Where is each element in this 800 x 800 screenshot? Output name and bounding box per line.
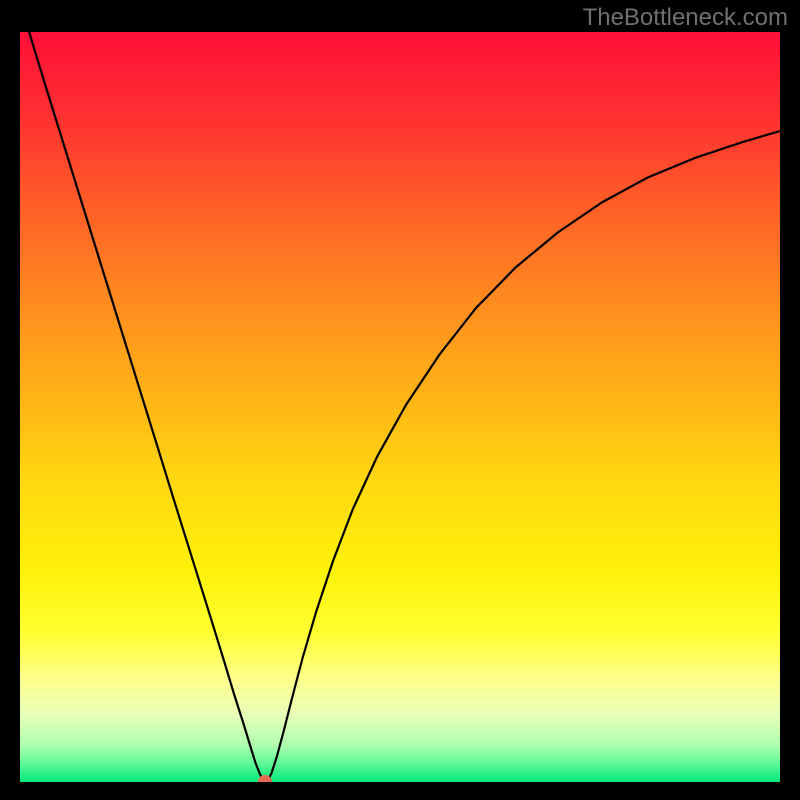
watermark-text: TheBottleneck.com — [583, 4, 788, 32]
gradient-background — [20, 32, 780, 782]
bottleneck-curve — [20, 32, 780, 782]
plot-area — [20, 32, 780, 782]
